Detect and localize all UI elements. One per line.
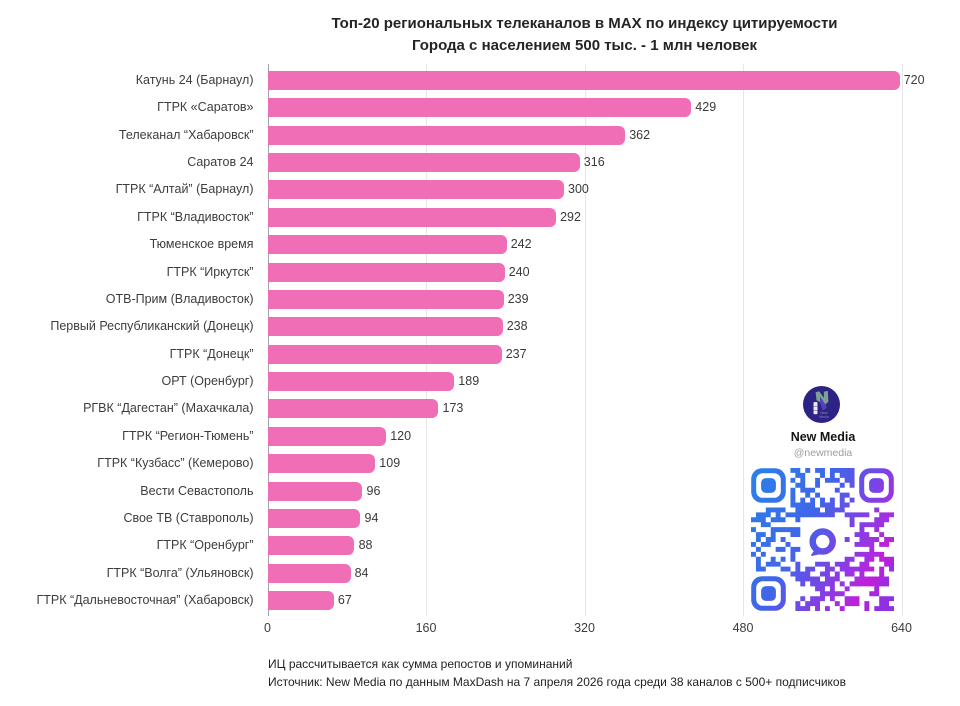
svg-text:Media: Media (819, 415, 829, 419)
svg-text:New: New (820, 410, 828, 414)
